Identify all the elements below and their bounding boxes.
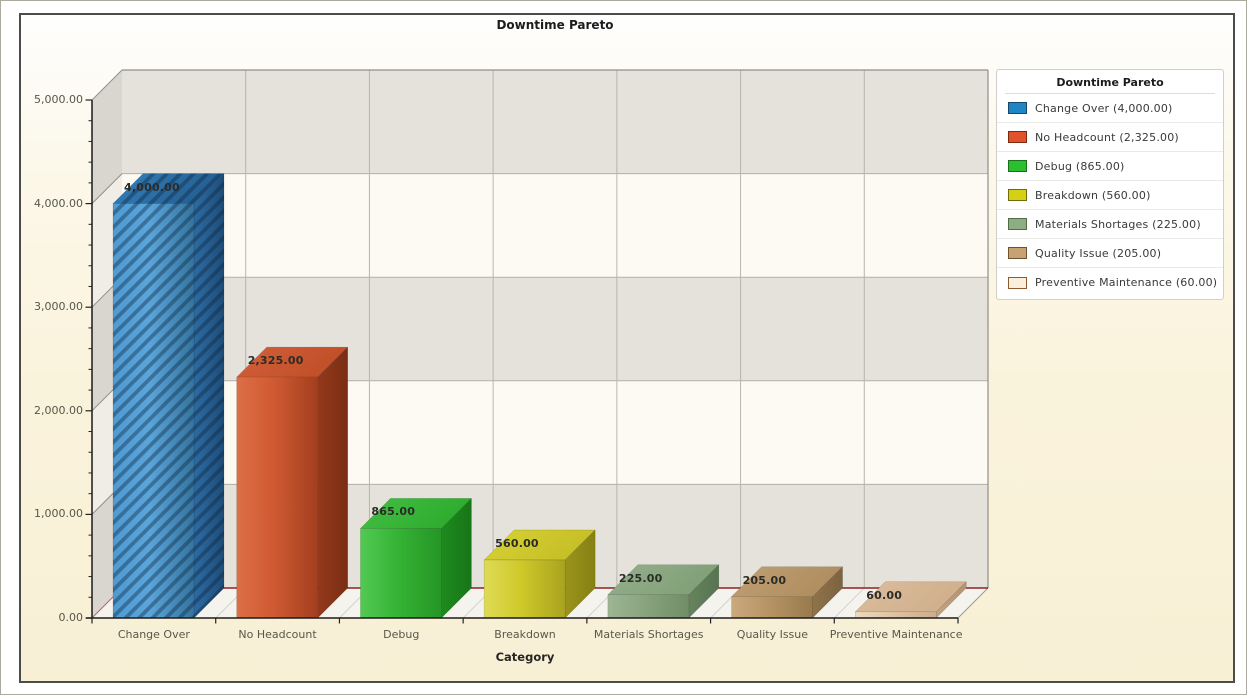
legend-swatch <box>1008 218 1027 230</box>
legend-items: Change Over (4,000.00) No Headcount (2,32… <box>997 94 1223 297</box>
legend-item-label: Change Over (4,000.00) <box>1035 101 1173 115</box>
bar-debug[interactable] <box>359 497 473 619</box>
legend-item[interactable]: Debug (865.00) <box>997 152 1223 181</box>
legend-swatch <box>1008 131 1027 143</box>
legend-item[interactable]: Breakdown (560.00) <box>997 181 1223 210</box>
bar-front-face <box>236 376 318 619</box>
bar-quality-issue[interactable] <box>730 566 844 619</box>
legend-item-label: Breakdown (560.00) <box>1035 188 1151 202</box>
legend-item-label: No Headcount (2,325.00) <box>1035 130 1179 144</box>
legend-item[interactable]: Preventive Maintenance (60.00) <box>997 268 1223 297</box>
legend-swatch <box>1008 189 1027 201</box>
bar-side-face <box>317 346 348 619</box>
left-wall-band <box>92 70 122 204</box>
bar-breakdown[interactable] <box>483 529 596 619</box>
bar-materials-shortages[interactable] <box>607 564 720 619</box>
legend-panel: Downtime Pareto Change Over (4,000.00) No… <box>996 69 1224 300</box>
legend-item-label: Materials Shortages (225.00) <box>1035 217 1201 231</box>
bar-front-face <box>855 611 937 619</box>
bar-change-over[interactable] <box>112 172 225 619</box>
legend-swatch <box>1008 102 1027 114</box>
legend-item[interactable]: Change Over (4,000.00) <box>997 94 1223 123</box>
legend-swatch <box>1008 276 1027 289</box>
back-wall-band <box>122 70 988 174</box>
legend-swatch <box>1008 160 1027 172</box>
legend-item[interactable]: Quality Issue (205.00) <box>997 239 1223 268</box>
back-wall-band <box>122 173 988 278</box>
legend-item-label: Preventive Maintenance (60.00) <box>1035 276 1218 289</box>
legend-swatch <box>1008 247 1027 259</box>
bar-preventive-maintenance[interactable] <box>854 581 967 619</box>
bar-front-face <box>731 596 813 619</box>
bar-front-face <box>607 594 690 619</box>
legend-item-label: Quality Issue (205.00) <box>1035 246 1162 260</box>
legend-title: Downtime Pareto <box>1005 72 1215 94</box>
bar-front-face <box>483 559 566 619</box>
bar-selection-hatch <box>113 173 224 618</box>
bar-front-face <box>360 528 442 619</box>
legend-item[interactable]: Materials Shortages (225.00) <box>997 210 1223 239</box>
legend-item[interactable]: No Headcount (2,325.00) <box>997 123 1223 152</box>
legend-item-label: Debug (865.00) <box>1035 159 1125 173</box>
bar-no-headcount[interactable] <box>236 346 349 619</box>
